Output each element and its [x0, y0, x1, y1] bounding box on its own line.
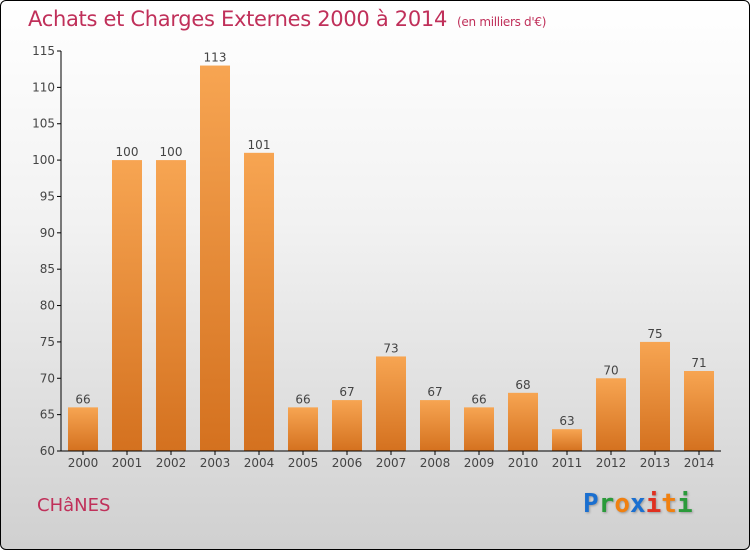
data-label-2012: 70 [603, 363, 618, 377]
data-label-2014: 71 [691, 356, 706, 370]
data-label-2007: 73 [383, 341, 398, 355]
data-label-2011: 63 [559, 414, 574, 428]
x-tick-label-2012: 2012 [596, 456, 627, 470]
bar-2000 [68, 407, 98, 451]
x-tick-label-2006: 2006 [332, 456, 363, 470]
y-tick-label-75: 75 [40, 335, 55, 349]
bar-2008 [420, 400, 450, 451]
title-text: Achats et Charges Externes 2000 à 2014 [28, 7, 448, 31]
proxiti-logo: Proxiti [583, 489, 693, 519]
city-name: CHâNES [37, 495, 111, 516]
x-tick-label-2003: 2003 [200, 456, 231, 470]
y-tick-label-100: 100 [32, 153, 55, 167]
bar-2002 [156, 160, 186, 451]
bar-2014 [684, 371, 714, 451]
bar-2010 [508, 392, 538, 451]
y-tick-label-95: 95 [40, 189, 55, 203]
bar-2004 [244, 152, 274, 451]
x-tick-label-2010: 2010 [508, 456, 539, 470]
y-tick-label-90: 90 [40, 226, 55, 240]
y-tick-label-110: 110 [32, 80, 55, 94]
x-tick-label-2001: 2001 [112, 456, 143, 470]
data-label-2013: 75 [647, 327, 662, 341]
data-label-2006: 67 [339, 385, 354, 399]
y-tick-label-105: 105 [32, 117, 55, 131]
bar-2006 [332, 400, 362, 451]
x-tick-label-2007: 2007 [376, 456, 407, 470]
bar-2012 [596, 378, 626, 451]
bar-2005 [288, 407, 318, 451]
data-label-2005: 66 [295, 392, 310, 406]
bar-2009 [464, 407, 494, 451]
x-tick-label-2009: 2009 [464, 456, 495, 470]
data-label-2002: 100 [160, 145, 183, 159]
data-label-2009: 66 [471, 392, 486, 406]
y-tick-label-115: 115 [32, 44, 55, 58]
y-tick-label-60: 60 [40, 444, 55, 458]
x-tick-label-2004: 2004 [244, 456, 275, 470]
bar-2001 [112, 160, 142, 451]
bar-2003 [200, 65, 230, 451]
y-tick-label-80: 80 [40, 299, 55, 313]
data-label-2004: 101 [248, 138, 271, 152]
bar-2007 [376, 356, 406, 451]
data-label-2000: 66 [75, 392, 90, 406]
x-tick-label-2014: 2014 [684, 456, 715, 470]
x-tick-label-2005: 2005 [288, 456, 319, 470]
bar-2013 [640, 341, 670, 451]
chart-subtitle: (en milliers d'€) [457, 15, 547, 29]
x-tick-label-2002: 2002 [156, 456, 187, 470]
bar-2011 [552, 429, 582, 451]
x-tick-label-2011: 2011 [552, 456, 583, 470]
y-tick-label-65: 65 [40, 408, 55, 422]
chart-title: Achats et Charges Externes 2000 à 2014 (e… [28, 7, 546, 31]
y-tick-label-70: 70 [40, 371, 55, 385]
data-label-2008: 67 [427, 385, 442, 399]
x-tick-label-2008: 2008 [420, 456, 451, 470]
data-label-2003: 113 [204, 51, 227, 65]
y-tick-label-85: 85 [40, 262, 55, 276]
data-label-2010: 68 [515, 378, 530, 392]
data-label-2001: 100 [116, 145, 139, 159]
x-tick-label-2000: 2000 [68, 456, 99, 470]
x-tick-label-2013: 2013 [640, 456, 671, 470]
